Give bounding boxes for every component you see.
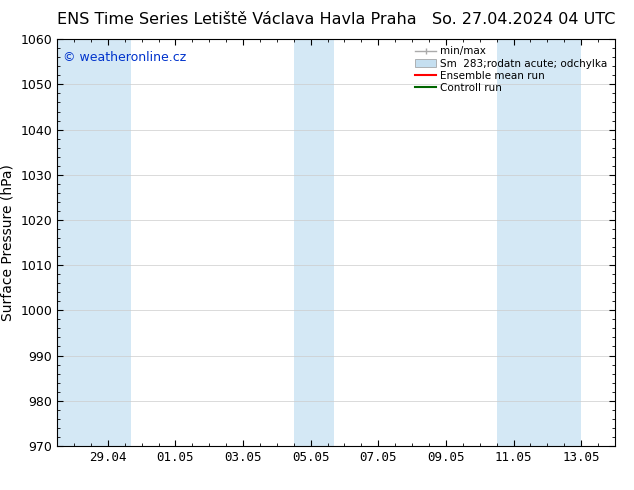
Bar (496, 39, 581, 446)
Legend: min/max, Sm  283;rodatn acute; odchylka, Ensemble mean run, Controll run: min/max, Sm 283;rodatn acute; odchylka, … (411, 42, 612, 97)
Y-axis label: Surface Pressure (hPa): Surface Pressure (hPa) (1, 164, 15, 321)
Text: ENS Time Series Letiště Václava Havla Praha: ENS Time Series Letiště Václava Havla Pr… (57, 12, 417, 27)
Bar (294, 39, 334, 446)
Text: © weatheronline.cz: © weatheronline.cz (63, 51, 186, 64)
Bar (57, 39, 131, 446)
Text: So. 27.04.2024 04 UTC: So. 27.04.2024 04 UTC (432, 12, 615, 27)
